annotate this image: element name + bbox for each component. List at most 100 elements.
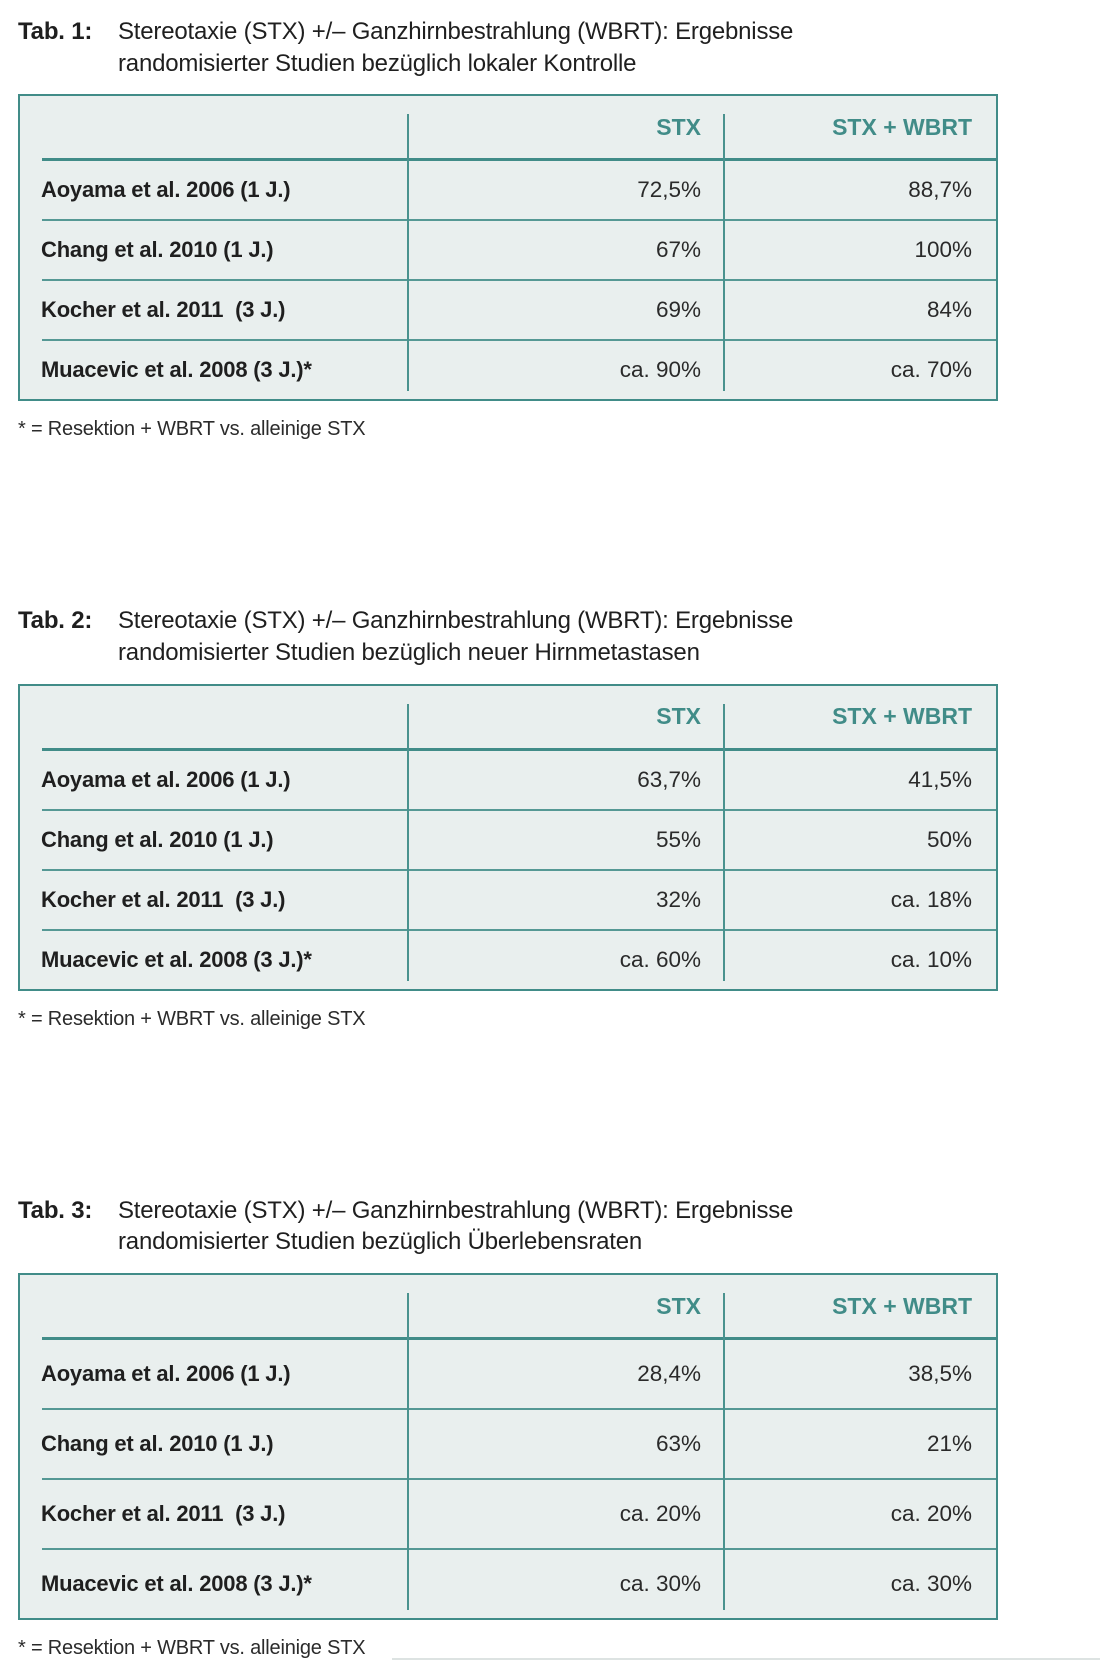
section-tab3: Tab. 3: Stereotaxie (STX) +/– Ganzhirnbe… bbox=[18, 1195, 1100, 1660]
stx-wbrt-value-cell: 41,5% bbox=[908, 766, 972, 792]
table-row: Muacevic et al. 2008 (3 J.)* ca. 90% ca.… bbox=[20, 341, 996, 399]
column-header-stx: STX bbox=[656, 113, 701, 140]
row-separator bbox=[42, 868, 996, 871]
table-row: Chang et al. 2010 (1 J.) 67% 100% bbox=[20, 221, 996, 279]
table2-caption-label: Tab. 2: bbox=[18, 607, 93, 635]
row-separator bbox=[42, 1408, 996, 1411]
table3-caption-line2: randomisierter Studien bezüglich Überleb… bbox=[118, 1228, 643, 1256]
study-name-cell: Aoyama et al. 2006 (1 J.) bbox=[41, 1361, 291, 1387]
column-header-stx-wbrt: STX + WBRT bbox=[832, 113, 972, 140]
stx-value-cell: 55% bbox=[655, 826, 701, 852]
study-name-cell: Kocher et al. 2011 (3 J.) bbox=[41, 886, 286, 912]
stx-value-cell: 67% bbox=[655, 237, 701, 263]
table3-caption-label: Tab. 3: bbox=[18, 1196, 93, 1224]
stx-value-cell: ca. 20% bbox=[619, 1501, 701, 1527]
row-separator bbox=[42, 339, 996, 342]
header-separator bbox=[42, 158, 996, 162]
stx-value-cell: ca. 60% bbox=[619, 946, 701, 972]
table2-footnote: * = Resektion + WBRT vs. alleinige STX bbox=[18, 1007, 366, 1030]
stx-value-cell: ca. 90% bbox=[619, 357, 701, 383]
table-row: Chang et al. 2010 (1 J.) 63% 21% bbox=[20, 1410, 996, 1478]
stx-wbrt-value-cell: 84% bbox=[926, 297, 972, 323]
stx-wbrt-value-cell: 21% bbox=[926, 1431, 972, 1457]
table1-caption: Tab. 1: Stereotaxie (STX) +/– Ganzhirnbe… bbox=[18, 16, 1100, 79]
table3: STX STX + WBRT Aoyama et al. 2006 (1 J.)… bbox=[18, 1273, 998, 1621]
study-name-cell: Muacevic et al. 2008 (3 J.)* bbox=[41, 946, 312, 972]
header-separator bbox=[42, 1337, 996, 1341]
table1-footnote: * = Resektion + WBRT vs. alleinige STX bbox=[18, 418, 366, 441]
study-name-cell: Chang et al. 2010 (1 J.) bbox=[41, 237, 274, 263]
study-name-cell: Muacevic et al. 2008 (3 J.)* bbox=[41, 357, 312, 383]
column-header-stx: STX bbox=[656, 703, 701, 730]
stx-wbrt-value-cell: ca. 10% bbox=[890, 946, 972, 972]
table-row: Kocher et al. 2011 (3 J.) ca. 20% ca. 20… bbox=[20, 1480, 996, 1548]
page-bottom-divider bbox=[392, 1658, 1100, 1660]
stx-wbrt-value-cell: ca. 20% bbox=[890, 1501, 972, 1527]
table-row: Aoyama et al. 2006 (1 J.) 72,5% 88,7% bbox=[20, 161, 996, 219]
table1-caption-text: Stereotaxie (STX) +/– Ganzhirnbestrahlun… bbox=[118, 16, 793, 79]
table3-caption: Tab. 3: Stereotaxie (STX) +/– Ganzhirnbe… bbox=[18, 1195, 1100, 1258]
table3-caption-text: Stereotaxie (STX) +/– Ganzhirnbestrahlun… bbox=[118, 1195, 793, 1258]
column-divider bbox=[723, 114, 725, 392]
section-tab1: Tab. 1: Stereotaxie (STX) +/– Ganzhirnbe… bbox=[18, 16, 1100, 441]
row-separator bbox=[42, 1548, 996, 1551]
column-header-stx: STX bbox=[656, 1292, 701, 1319]
table-row: Aoyama et al. 2006 (1 J.) 28,4% 38,5% bbox=[20, 1340, 996, 1408]
table-row: Muacevic et al. 2008 (3 J.)* ca. 60% ca.… bbox=[20, 931, 996, 989]
stx-value-cell: 69% bbox=[655, 297, 701, 323]
column-header-stx-wbrt: STX + WBRT bbox=[832, 703, 972, 730]
table1-caption-label: Tab. 1: bbox=[18, 18, 93, 45]
stx-wbrt-value-cell: ca. 70% bbox=[890, 357, 972, 383]
study-name-cell: Muacevic et al. 2008 (3 J.)* bbox=[41, 1571, 312, 1597]
table-row: Kocher et al. 2011 (3 J.) 69% 84% bbox=[20, 281, 996, 339]
study-name-cell: Chang et al. 2010 (1 J.) bbox=[41, 1431, 274, 1457]
table2-caption-line2: randomisierter Studien bezüglich neuer H… bbox=[118, 639, 700, 667]
stx-value-cell: 32% bbox=[655, 886, 701, 912]
table1-caption-line1: Stereotaxie (STX) +/– Ganzhirnbestrahlun… bbox=[118, 18, 794, 45]
stx-wbrt-value-cell: ca. 18% bbox=[890, 886, 972, 912]
table2: STX STX + WBRT Aoyama et al. 2006 (1 J.)… bbox=[18, 683, 998, 991]
header-separator bbox=[42, 747, 996, 751]
study-name-cell: Aoyama et al. 2006 (1 J.) bbox=[41, 766, 291, 792]
column-header-stx-wbrt: STX + WBRT bbox=[832, 1292, 972, 1319]
row-separator bbox=[42, 928, 996, 931]
column-divider bbox=[407, 1293, 409, 1611]
table1: STX STX + WBRT Aoyama et al. 2006 (1 J.)… bbox=[18, 94, 998, 402]
column-divider bbox=[407, 703, 409, 981]
stx-value-cell: 28,4% bbox=[637, 1361, 701, 1387]
stx-value-cell: 72,5% bbox=[637, 177, 701, 203]
row-separator bbox=[42, 1478, 996, 1481]
table1-caption-line2: randomisierter Studien bezüglich lokaler… bbox=[118, 49, 637, 77]
table2-caption-text: Stereotaxie (STX) +/– Ganzhirnbestrahlun… bbox=[118, 605, 793, 668]
table3-footnote: * = Resektion + WBRT vs. alleinige STX bbox=[18, 1637, 366, 1660]
study-name-cell: Aoyama et al. 2006 (1 J.) bbox=[41, 177, 291, 203]
stx-value-cell: ca. 30% bbox=[619, 1571, 701, 1597]
table3-caption-line1: Stereotaxie (STX) +/– Ganzhirnbestrahlun… bbox=[118, 1196, 794, 1224]
row-separator bbox=[42, 279, 996, 282]
column-divider bbox=[723, 1293, 725, 1611]
row-separator bbox=[42, 808, 996, 811]
study-name-cell: Chang et al. 2010 (1 J.) bbox=[41, 826, 274, 852]
table-row: Kocher et al. 2011 (3 J.) 32% ca. 18% bbox=[20, 871, 996, 929]
stx-value-cell: 63% bbox=[655, 1431, 701, 1457]
stx-wbrt-value-cell: 38,5% bbox=[908, 1361, 972, 1387]
table-row: Aoyama et al. 2006 (1 J.) 63,7% 41,5% bbox=[20, 751, 996, 809]
stx-value-cell: 63,7% bbox=[637, 766, 701, 792]
column-divider bbox=[407, 114, 409, 392]
table3-header-row: STX STX + WBRT bbox=[20, 1275, 996, 1337]
row-separator bbox=[42, 219, 996, 222]
column-divider bbox=[723, 703, 725, 981]
table1-header-row: STX STX + WBRT bbox=[20, 96, 996, 158]
table2-caption: Tab. 2: Stereotaxie (STX) +/– Ganzhirnbe… bbox=[18, 605, 1100, 668]
table-row: Muacevic et al. 2008 (3 J.)* ca. 30% ca.… bbox=[20, 1550, 996, 1618]
table2-caption-line1: Stereotaxie (STX) +/– Ganzhirnbestrahlun… bbox=[118, 607, 794, 635]
table-row: Chang et al. 2010 (1 J.) 55% 50% bbox=[20, 811, 996, 869]
stx-wbrt-value-cell: 88,7% bbox=[908, 177, 972, 203]
stx-wbrt-value-cell: ca. 30% bbox=[890, 1571, 972, 1597]
stx-wbrt-value-cell: 50% bbox=[926, 826, 972, 852]
study-name-cell: Kocher et al. 2011 (3 J.) bbox=[41, 1501, 286, 1527]
table2-header-row: STX STX + WBRT bbox=[20, 686, 996, 748]
study-name-cell: Kocher et al. 2011 (3 J.) bbox=[41, 297, 286, 323]
stx-wbrt-value-cell: 100% bbox=[914, 237, 972, 263]
